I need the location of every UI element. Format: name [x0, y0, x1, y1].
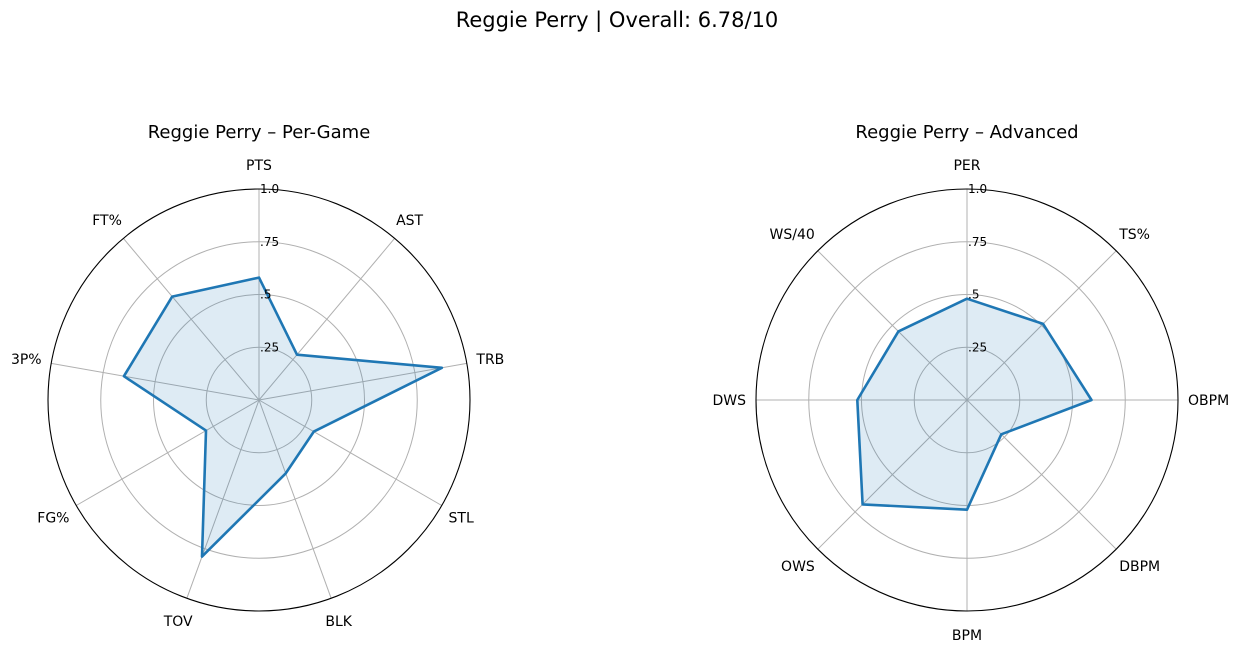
- grid-spoke: [258, 362, 467, 401]
- category-label-per: PER: [953, 158, 980, 174]
- category-label-ws-40: WS/40: [770, 227, 815, 243]
- radial-tick-label: 1.0: [968, 182, 987, 196]
- category-label-blk: BLK: [325, 614, 352, 630]
- radial-tick-label: 1.0: [260, 182, 279, 196]
- figure-title: Reggie Perry | Overall: 6.78/10: [455, 8, 779, 32]
- subplot-title: Reggie Perry – Advanced: [855, 122, 1078, 143]
- category-label-stl: STL: [449, 511, 474, 527]
- radial-tick-label: .75: [968, 235, 987, 249]
- category-label-bpm: BPM: [952, 628, 982, 644]
- category-label-obpm: OBPM: [1188, 393, 1229, 409]
- radial-tick-label: .5: [968, 288, 979, 302]
- radar-per-game: Reggie Perry – Per-Game .25 .5 .75 1.0 PTS AST…: [11, 122, 504, 630]
- category-label-pts: PTS: [246, 158, 272, 174]
- category-label-ows: OWS: [781, 559, 815, 575]
- radial-tick-label: .75: [260, 235, 279, 249]
- grid-spoke: [51, 362, 260, 401]
- category-label-ts-pct: TS%: [1118, 227, 1150, 243]
- category-label-trb: TRB: [475, 352, 504, 368]
- series-line: [855, 297, 1093, 512]
- grid-spoke: [258, 399, 332, 599]
- subplot-title: Reggie Perry – Per-Game: [148, 122, 371, 143]
- outer-ring: [47, 188, 471, 612]
- grid-spoke: [258, 399, 442, 506]
- grid-spoke: [966, 250, 1117, 401]
- grid-spoke: [966, 399, 1117, 550]
- grid-spoke: [817, 250, 968, 401]
- grid-spoke: [817, 399, 968, 550]
- radial-tick-label: .25: [260, 340, 279, 354]
- category-label-ft-pct: FT%: [92, 213, 122, 229]
- grid-spoke: [186, 399, 260, 599]
- category-label-3p-pct: 3P%: [11, 352, 42, 368]
- grid-spoke: [122, 238, 260, 401]
- grid-spoke: [76, 399, 260, 506]
- radar-advanced: Reggie Perry – Advanced .25 .5 .75 1.0 PER TS%…: [712, 122, 1229, 644]
- grid-spoke: [258, 238, 396, 401]
- series-area: [123, 277, 442, 557]
- series-area: [857, 298, 1092, 510]
- series-line: [122, 276, 444, 558]
- category-label-ast: AST: [396, 213, 423, 229]
- category-label-tov: TOV: [163, 614, 193, 630]
- outer-ring: [755, 188, 1179, 612]
- category-label-dbpm: DBPM: [1119, 559, 1160, 575]
- category-label-fg-pct: FG%: [37, 511, 69, 527]
- radial-tick-label: .5: [260, 288, 271, 302]
- category-label-dws: DWS: [712, 393, 746, 409]
- radial-tick-label: .25: [968, 340, 987, 354]
